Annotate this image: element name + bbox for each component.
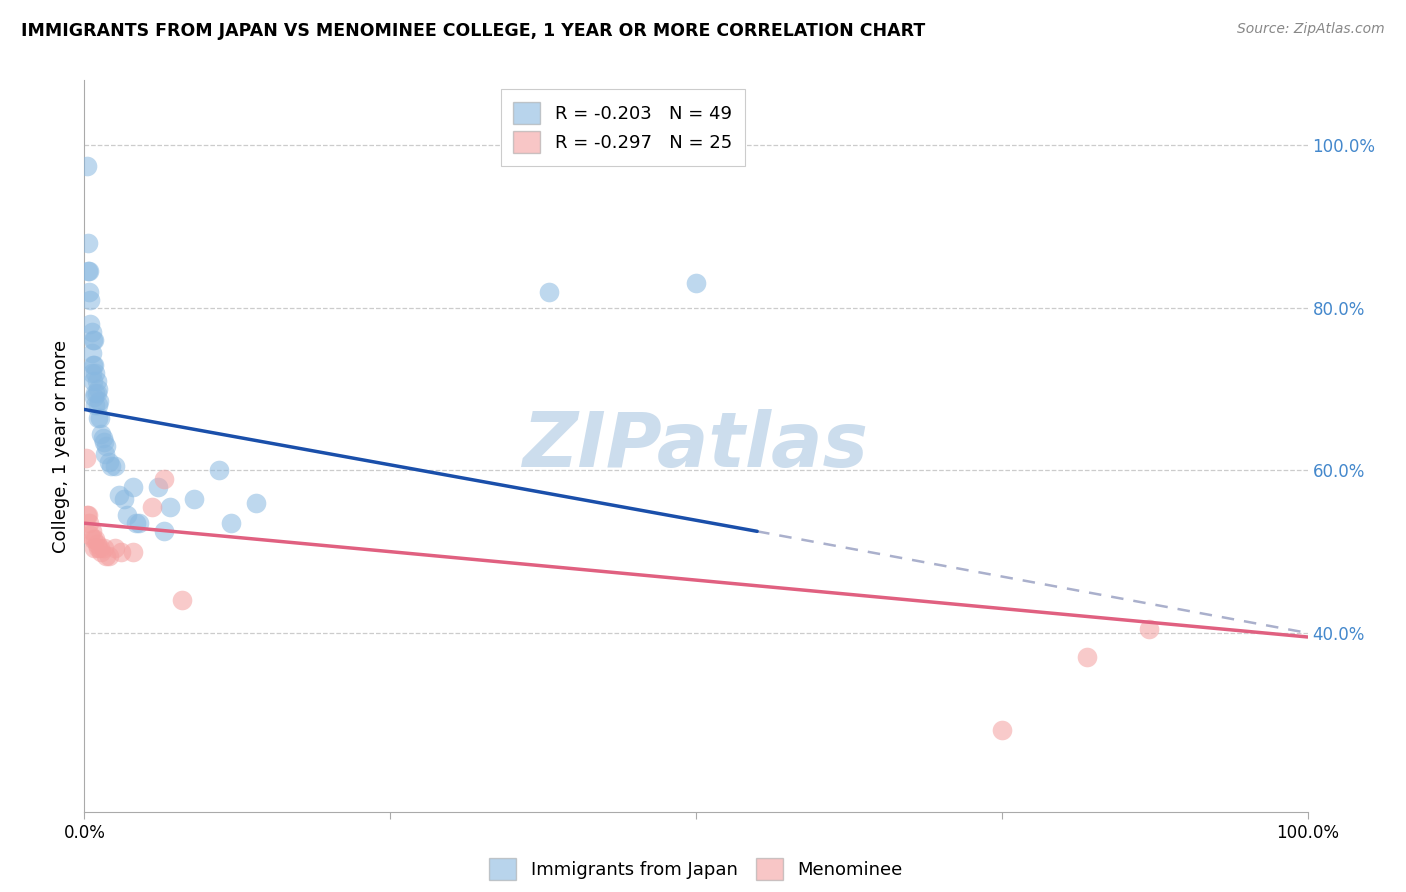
- Point: [90, 426, 112, 441]
- Point: [89, 541, 111, 555]
- Point: [84, 398, 107, 412]
- Point: [79, 293, 101, 307]
- Point: [146, 480, 169, 494]
- Point: [76, 508, 98, 522]
- Point: [153, 524, 176, 539]
- Point: [93, 541, 115, 555]
- Point: [87, 394, 110, 409]
- Point: [80, 524, 103, 539]
- Point: [77, 235, 100, 250]
- Point: [80, 366, 103, 380]
- Point: [107, 488, 129, 502]
- Point: [104, 541, 127, 555]
- Point: [183, 491, 205, 506]
- Point: [87, 541, 110, 555]
- Legend: Immigrants from Japan, Menominee: Immigrants from Japan, Menominee: [482, 850, 910, 887]
- Point: [1076, 650, 1098, 665]
- Y-axis label: College, 1 year or more: College, 1 year or more: [52, 340, 70, 552]
- Point: [87, 410, 110, 425]
- Point: [172, 593, 194, 607]
- Point: [94, 447, 117, 461]
- Point: [84, 366, 107, 380]
- Point: [77, 264, 100, 278]
- Point: [153, 471, 176, 485]
- Point: [93, 434, 115, 449]
- Point: [122, 480, 145, 494]
- Point: [84, 386, 107, 401]
- Point: [86, 536, 108, 550]
- Point: [112, 491, 135, 506]
- Point: [115, 508, 138, 522]
- Point: [79, 528, 101, 542]
- Point: [104, 459, 127, 474]
- Point: [87, 382, 110, 396]
- Point: [83, 334, 105, 348]
- Point: [110, 544, 132, 558]
- Point: [82, 358, 104, 372]
- Point: [159, 500, 181, 514]
- Point: [208, 463, 231, 477]
- Point: [128, 516, 150, 531]
- Point: [991, 723, 1014, 738]
- Point: [86, 374, 108, 388]
- Point: [685, 277, 707, 291]
- Point: [80, 345, 103, 359]
- Point: [76, 159, 98, 173]
- Point: [1137, 622, 1160, 636]
- Point: [82, 533, 104, 547]
- Point: [125, 516, 148, 531]
- Point: [75, 451, 97, 466]
- Point: [83, 390, 105, 404]
- Point: [77, 516, 100, 531]
- Text: IMMIGRANTS FROM JAPAN VS MENOMINEE COLLEGE, 1 YEAR OR MORE CORRELATION CHART: IMMIGRANTS FROM JAPAN VS MENOMINEE COLLE…: [21, 22, 925, 40]
- Point: [84, 533, 107, 547]
- Point: [97, 455, 120, 469]
- Point: [80, 325, 103, 339]
- Point: [83, 541, 105, 555]
- Point: [86, 386, 108, 401]
- Point: [82, 374, 104, 388]
- Point: [97, 549, 120, 563]
- Point: [219, 516, 242, 531]
- Point: [77, 285, 100, 299]
- Point: [91, 431, 114, 445]
- Text: Source: ZipAtlas.com: Source: ZipAtlas.com: [1237, 22, 1385, 37]
- Point: [90, 544, 112, 558]
- Point: [96, 439, 118, 453]
- Point: [77, 264, 100, 278]
- Point: [79, 317, 101, 331]
- Point: [538, 285, 561, 299]
- Point: [122, 544, 145, 558]
- Text: ZIPatlas: ZIPatlas: [523, 409, 869, 483]
- Point: [141, 500, 163, 514]
- Point: [83, 358, 105, 372]
- Point: [87, 398, 110, 412]
- Point: [77, 508, 100, 522]
- Point: [89, 410, 111, 425]
- Point: [96, 549, 118, 563]
- Point: [82, 334, 104, 348]
- Point: [245, 496, 267, 510]
- Point: [100, 459, 122, 474]
